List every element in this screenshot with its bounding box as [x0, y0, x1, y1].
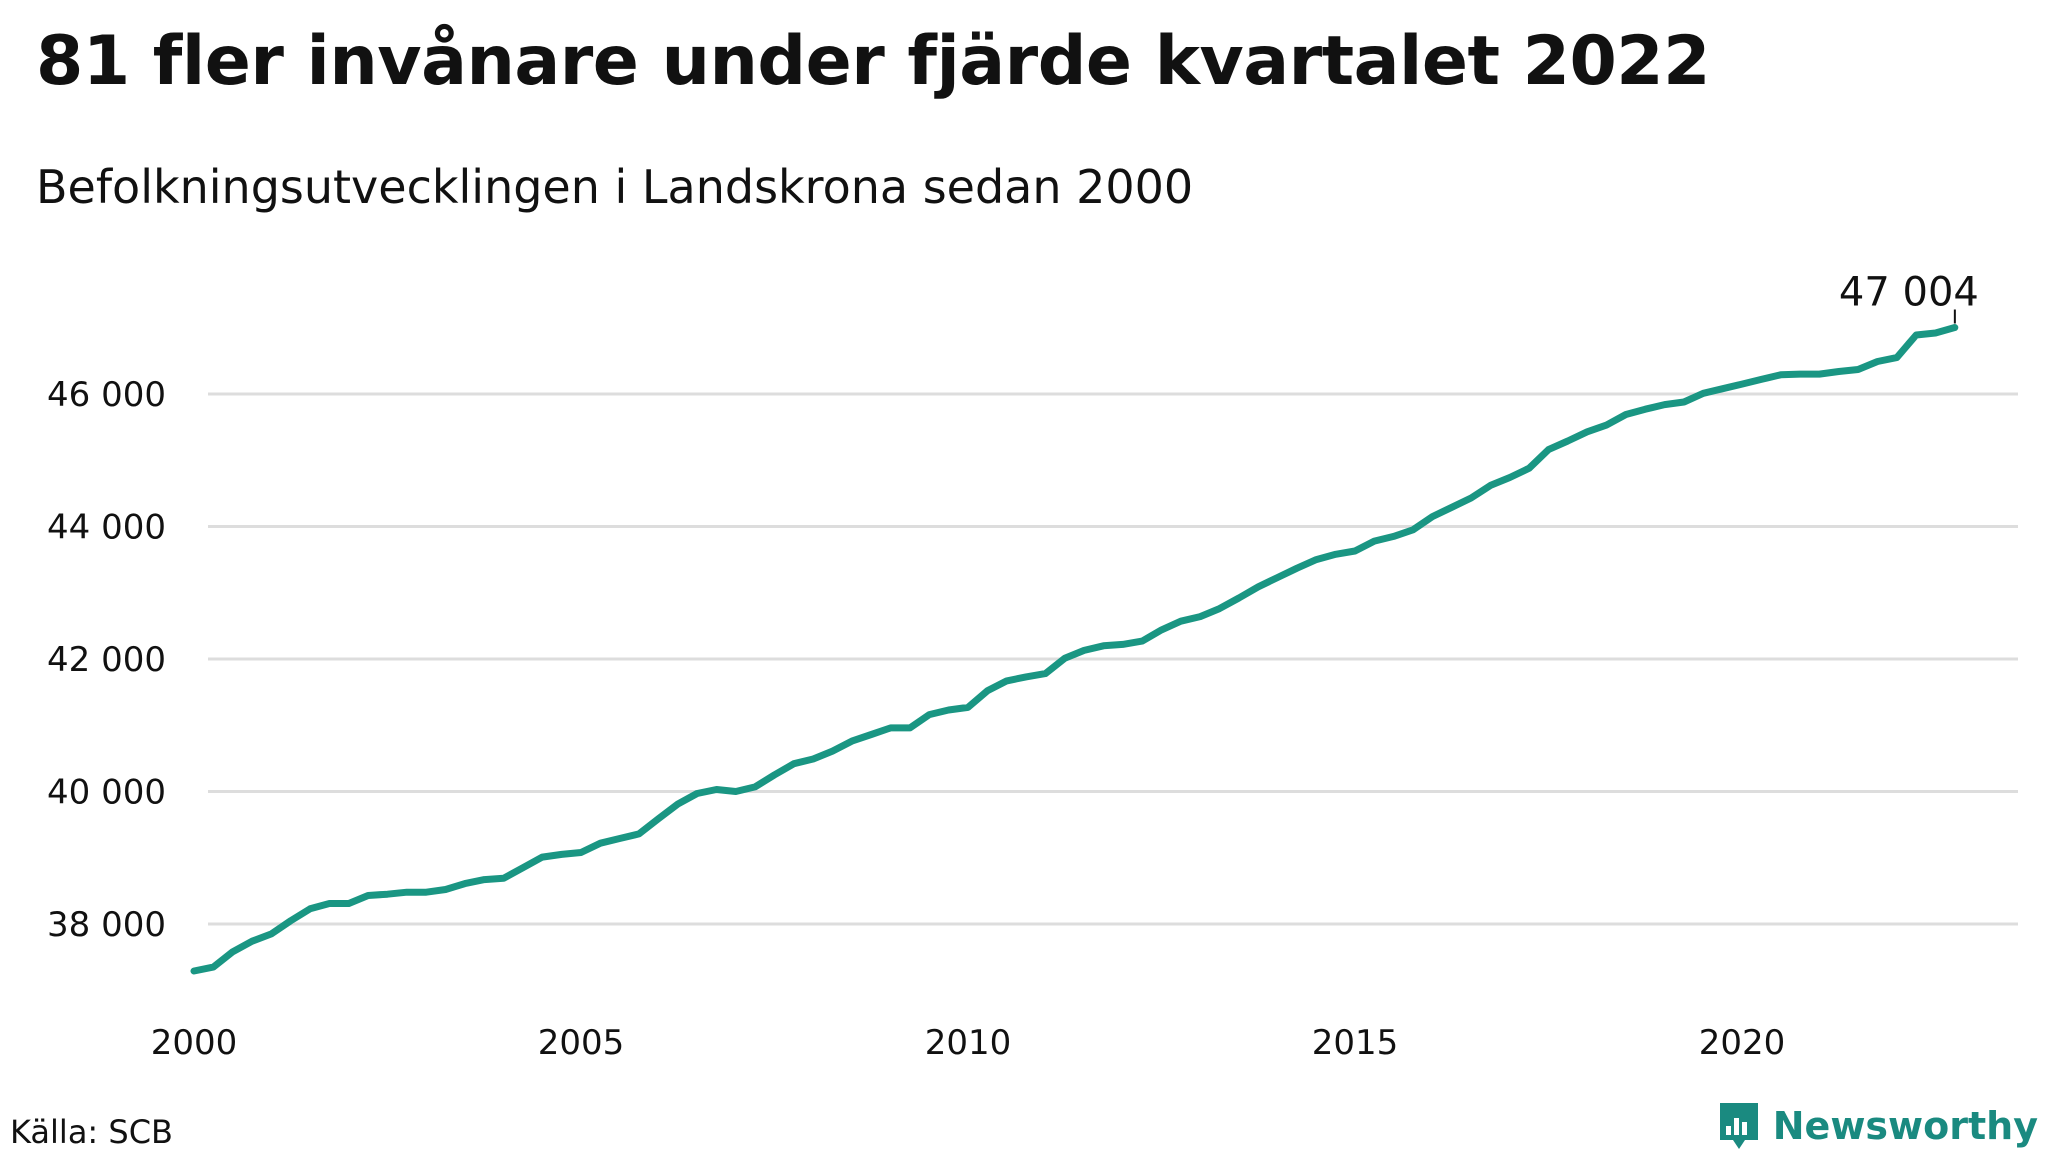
end-value-label: 47 004	[1839, 269, 1979, 315]
x-tick-label: 2020	[1699, 1023, 1786, 1063]
end-annotation: 47 004	[1839, 269, 1979, 324]
series-layer	[190, 324, 1959, 975]
x-axis-tick-labels: 2000 2005 2010 2015 2020	[151, 1023, 1786, 1063]
x-tick-label: 2015	[1312, 1023, 1399, 1063]
y-tick-label: 44 000	[47, 508, 166, 548]
gridlines	[208, 392, 2018, 926]
x-tick-label: 2010	[925, 1023, 1012, 1063]
y-axis-tick-labels: 38 000 40 000 42 000 44 000 46 000	[47, 375, 166, 945]
y-tick-label: 42 000	[47, 640, 166, 680]
brand-logo: Newsworthy	[1717, 1098, 2038, 1154]
y-tick-label: 46 000	[47, 375, 166, 415]
x-tick-label: 2000	[151, 1023, 238, 1063]
chart-subtitle: Befolkningsutvecklingen i Landskrona sed…	[36, 160, 1194, 214]
chart-title: 81 fler invånare under fjärde kvartalet …	[36, 22, 1710, 101]
y-tick-label: 40 000	[47, 773, 166, 813]
population-series-line	[190, 324, 1959, 975]
source-note: Källa: SCB	[10, 1113, 173, 1151]
brand-name: Newsworthy	[1772, 1104, 2038, 1148]
x-tick-label: 2005	[538, 1023, 625, 1063]
bar-chart-speech-bubble-icon	[1719, 1103, 1758, 1149]
y-tick-label: 38 000	[47, 905, 166, 945]
